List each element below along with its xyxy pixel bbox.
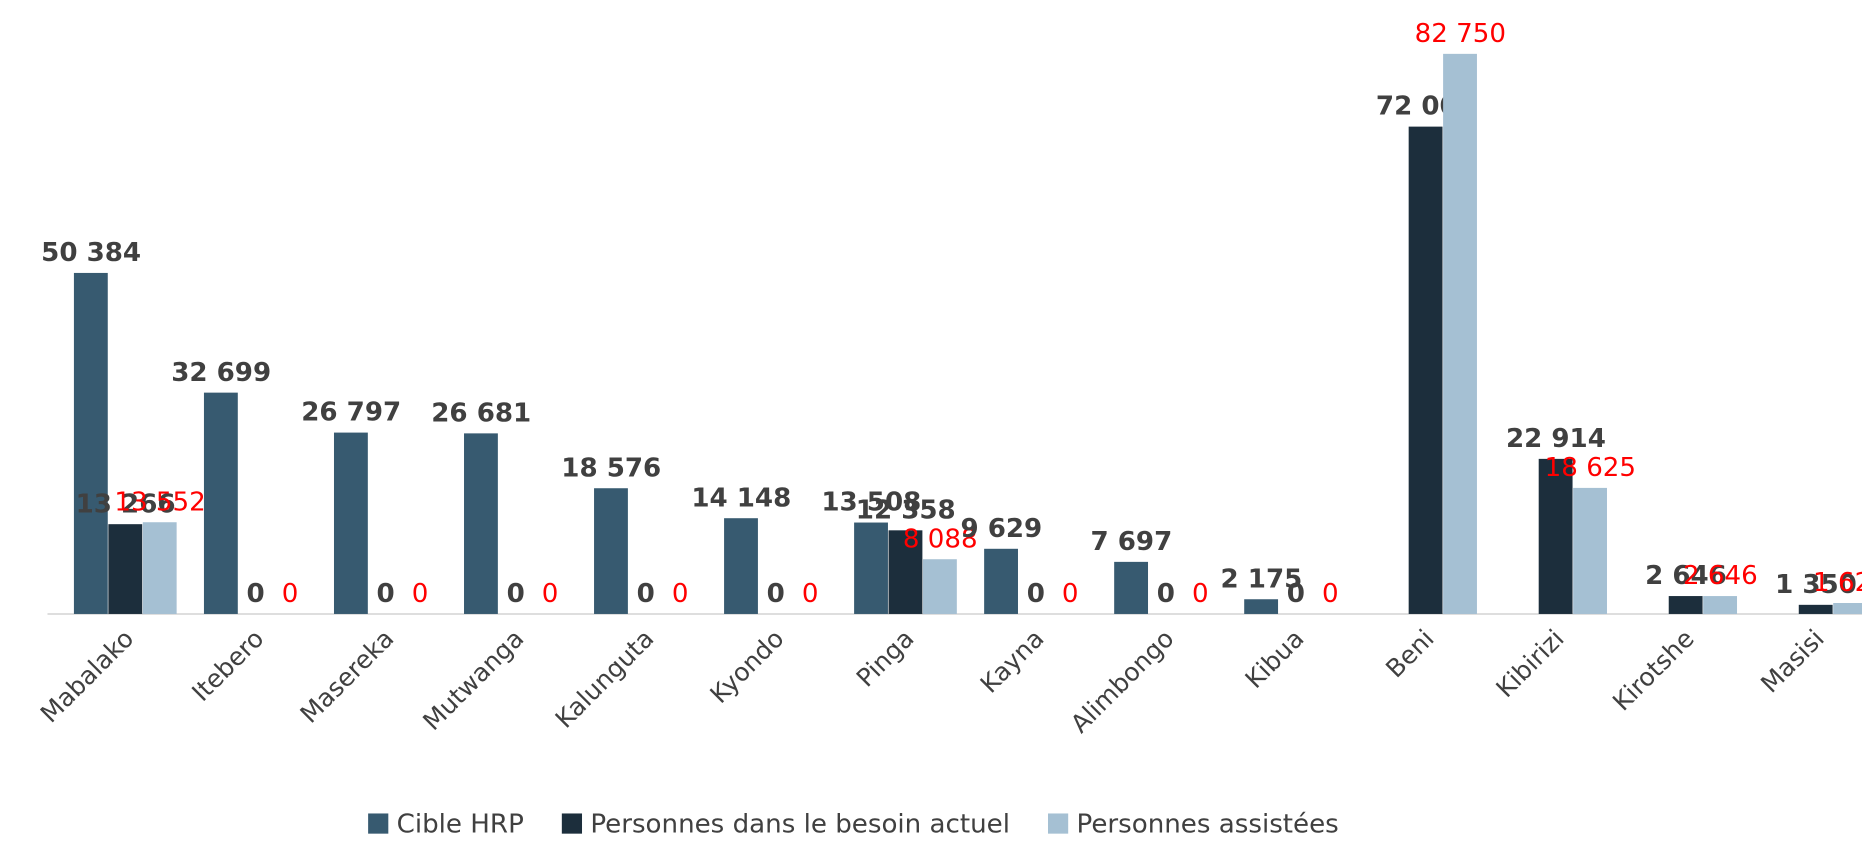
x-tick-label: Mabalako (35, 624, 140, 729)
x-tick-label: Pinga (851, 624, 920, 693)
data-label: 18 625 (1545, 453, 1636, 483)
data-label: 0 (672, 579, 689, 609)
bar (1833, 603, 1862, 614)
bar (1408, 126, 1443, 614)
bar (1114, 561, 1149, 614)
data-label: 9 629 (960, 514, 1042, 544)
x-tick-label: Masereka (294, 624, 399, 729)
bar (1443, 53, 1477, 614)
data-label: 0 (282, 579, 299, 609)
data-label: 13 266 (76, 489, 176, 519)
bar (1244, 599, 1279, 614)
data-label: 0 (542, 579, 559, 609)
bar (333, 432, 368, 614)
bar (1703, 596, 1738, 614)
data-label: 0 (1027, 579, 1045, 609)
x-tick-label: Kirotshe (1607, 624, 1700, 717)
legend-label: Personnes assistées (1077, 809, 1339, 839)
data-label: 0 (802, 579, 819, 609)
bar (724, 518, 758, 614)
bar (203, 392, 238, 614)
x-tick-label: Kayna (975, 624, 1050, 699)
data-label: 2 646 (1645, 561, 1727, 591)
data-label: 0 (507, 579, 525, 609)
data-label: 0 (247, 579, 265, 609)
x-tick-label: Beni (1380, 624, 1440, 684)
data-label: 32 699 (171, 358, 271, 388)
bar (73, 272, 108, 614)
legend-label: Cible HRP (397, 809, 524, 839)
data-label: 1 620 (1813, 568, 1862, 598)
legend-swatch (1048, 813, 1069, 834)
bar (1668, 596, 1703, 614)
data-label: 26 681 (431, 398, 531, 428)
bar (854, 522, 888, 614)
legend-swatch (561, 813, 583, 834)
bar (594, 488, 628, 614)
data-label: 0 (1192, 579, 1209, 609)
data-label: 14 148 (691, 483, 791, 513)
legend-label: Personnes dans le besoin actuel (590, 809, 1010, 839)
x-tick-label: Masisi (1755, 624, 1830, 699)
data-label: 2 646 (1683, 561, 1758, 591)
x-tick-label: Kibirizi (1490, 624, 1569, 703)
data-label: 0 (412, 579, 429, 609)
bar (142, 522, 177, 614)
x-tick-label: Itebero (186, 624, 269, 707)
x-tick-label: Kibua (1239, 624, 1309, 694)
data-label: 8 088 (903, 524, 978, 554)
data-label: 2 175 (1221, 564, 1303, 594)
bar (922, 559, 957, 614)
data-label: 7 697 (1091, 527, 1173, 557)
bar (464, 433, 498, 614)
data-label: 0 (1322, 579, 1339, 609)
data-label: 0 (1062, 579, 1079, 609)
legend-swatch (368, 813, 389, 834)
data-label: 0 (637, 579, 655, 609)
data-label: 0 (377, 579, 395, 609)
x-tick-label: Kyondo (704, 624, 789, 709)
data-label: 22 914 (1506, 424, 1606, 454)
x-tick-label: Kalunguta (550, 624, 660, 734)
bar (984, 548, 1018, 614)
data-label: 0 (1157, 579, 1175, 609)
data-label: 13 508 (821, 488, 921, 518)
bar (1538, 458, 1573, 614)
bar (108, 524, 143, 614)
data-label: 50 384 (41, 238, 141, 268)
data-label: 26 797 (301, 398, 401, 428)
data-label: 0 (1287, 579, 1305, 609)
data-label: 82 750 (1415, 19, 1506, 49)
bar (1798, 604, 1833, 614)
x-tick-label: Alimbongo (1065, 624, 1180, 739)
data-label: 1 350 (1775, 570, 1857, 600)
data-label: 18 576 (561, 453, 661, 483)
bar (888, 530, 923, 614)
data-label: 12 358 (856, 495, 956, 525)
data-label: 13 552 (114, 487, 205, 517)
x-tick-label: Mutwanga (417, 624, 529, 736)
bar (1573, 487, 1607, 614)
data-label: 0 (767, 579, 785, 609)
